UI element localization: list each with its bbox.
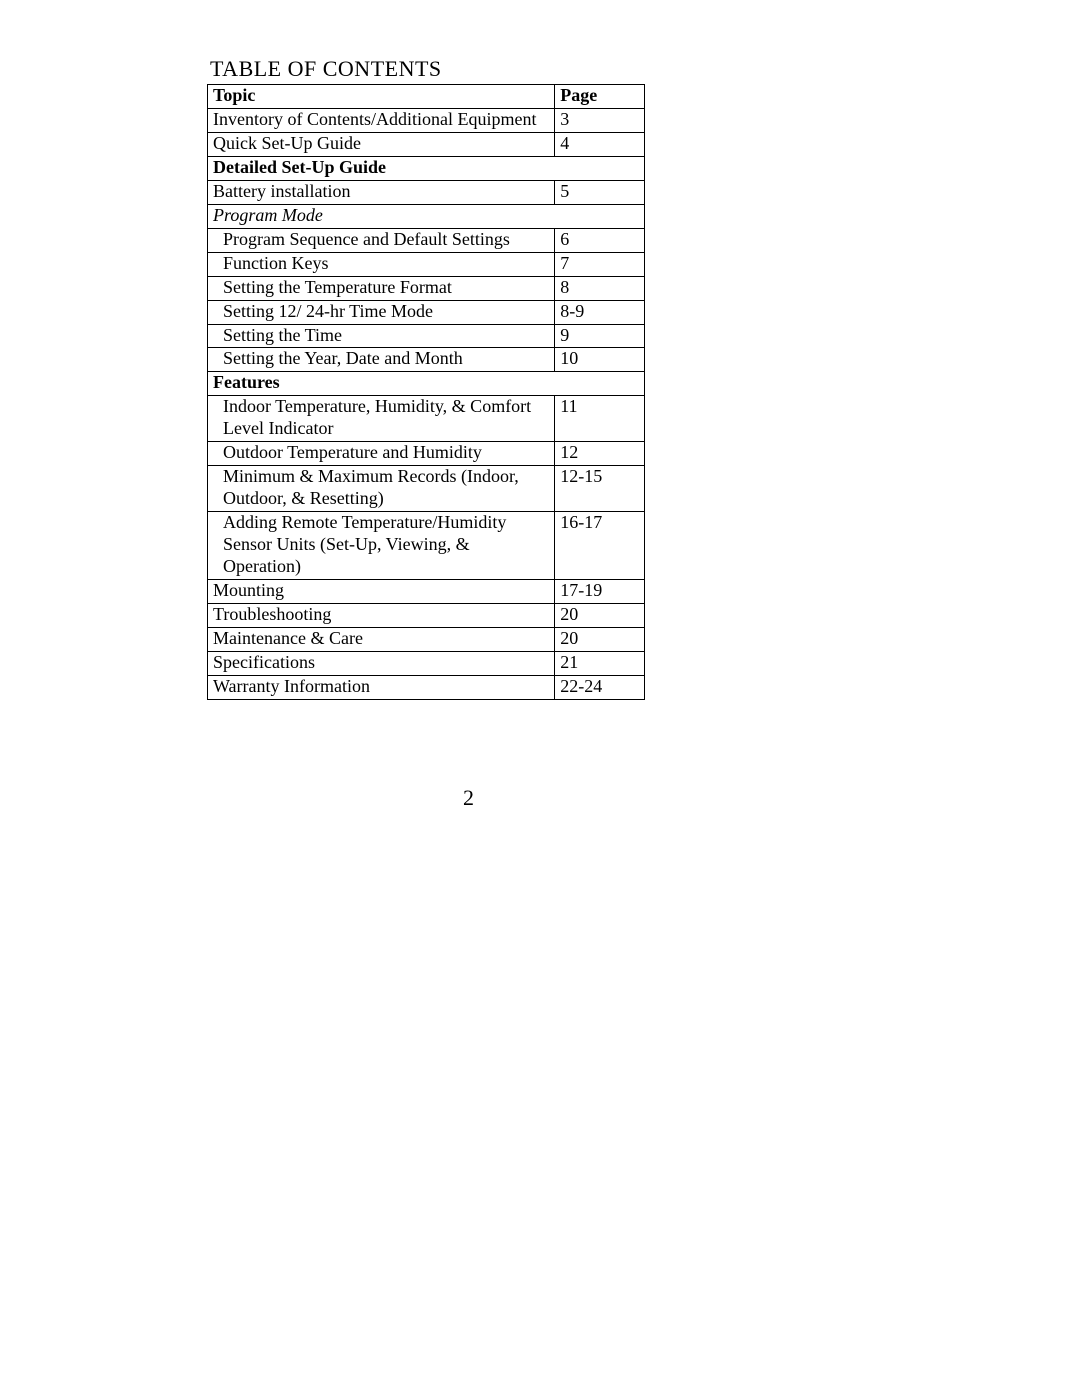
topic-cell: Setting the Temperature Format	[208, 276, 555, 300]
page-cell: 5	[555, 180, 645, 204]
topic-cell: Specifications	[208, 651, 555, 675]
page-cell: 11	[555, 396, 645, 442]
page-number: 2	[463, 785, 474, 811]
table-row: Indoor Temperature, Humidity, & Comfort …	[208, 396, 645, 442]
page-cell: 6	[555, 228, 645, 252]
header-page: Page	[555, 85, 645, 109]
page-cell: 20	[555, 603, 645, 627]
topic-cell: Outdoor Temperature and Humidity	[208, 442, 555, 466]
page-cell: 20	[555, 627, 645, 651]
table-row: Minimum & Maximum Records (Indoor, Outdo…	[208, 466, 645, 512]
page-cell: 17-19	[555, 580, 645, 604]
table-row: Function Keys 7	[208, 252, 645, 276]
section-row: Detailed Set-Up Guide	[208, 156, 645, 180]
topic-cell: Adding Remote Temperature/Humidity Senso…	[208, 512, 555, 580]
section-cell: Detailed Set-Up Guide	[208, 156, 645, 180]
table-header-row: Topic Page	[208, 85, 645, 109]
table-row: Adding Remote Temperature/Humidity Senso…	[208, 512, 645, 580]
header-topic: Topic	[208, 85, 555, 109]
table-row: Quick Set-Up Guide 4	[208, 132, 645, 156]
table-row: Warranty Information 22-24	[208, 675, 645, 699]
table-row: Program Sequence and Default Settings 6	[208, 228, 645, 252]
topic-cell: Battery installation	[208, 180, 555, 204]
page-cell: 8	[555, 276, 645, 300]
page-cell: 21	[555, 651, 645, 675]
topic-cell: Maintenance & Care	[208, 627, 555, 651]
table-row: Troubleshooting 20	[208, 603, 645, 627]
table-row: Setting the Temperature Format 8	[208, 276, 645, 300]
page-cell: 12	[555, 442, 645, 466]
table-row: Maintenance & Care 20	[208, 627, 645, 651]
topic-cell: Setting the Time	[208, 324, 555, 348]
topic-cell: Inventory of Contents/Additional Equipme…	[208, 108, 555, 132]
topic-cell: Setting the Year, Date and Month	[208, 348, 555, 372]
topic-cell: Indoor Temperature, Humidity, & Comfort …	[208, 396, 555, 442]
section-cell: Features	[208, 372, 645, 396]
topic-cell: Setting 12/ 24-hr Time Mode	[208, 300, 555, 324]
page-cell: 8-9	[555, 300, 645, 324]
table-row: Setting the Year, Date and Month 10	[208, 348, 645, 372]
topic-cell: Minimum & Maximum Records (Indoor, Outdo…	[208, 466, 555, 512]
table-row: Inventory of Contents/Additional Equipme…	[208, 108, 645, 132]
section-cell: Program Mode	[208, 204, 645, 228]
toc-table: Topic Page Inventory of Contents/Additio…	[207, 84, 645, 700]
page-cell: 22-24	[555, 675, 645, 699]
topic-cell: Mounting	[208, 580, 555, 604]
section-row: Program Mode	[208, 204, 645, 228]
topic-cell: Warranty Information	[208, 675, 555, 699]
toc-title: TABLE OF CONTENTS	[210, 56, 645, 82]
topic-cell: Program Sequence and Default Settings	[208, 228, 555, 252]
page-cell: 7	[555, 252, 645, 276]
page-cell: 12-15	[555, 466, 645, 512]
topic-cell: Quick Set-Up Guide	[208, 132, 555, 156]
topic-cell: Function Keys	[208, 252, 555, 276]
table-row: Battery installation 5	[208, 180, 645, 204]
topic-cell: Troubleshooting	[208, 603, 555, 627]
table-row: Setting 12/ 24-hr Time Mode 8-9	[208, 300, 645, 324]
table-row: Mounting 17-19	[208, 580, 645, 604]
page-cell: 3	[555, 108, 645, 132]
page-cell: 10	[555, 348, 645, 372]
table-row: Specifications 21	[208, 651, 645, 675]
table-row: Outdoor Temperature and Humidity 12	[208, 442, 645, 466]
page-cell: 16-17	[555, 512, 645, 580]
page-cell: 4	[555, 132, 645, 156]
section-row: Features	[208, 372, 645, 396]
table-row: Setting the Time 9	[208, 324, 645, 348]
page-container: TABLE OF CONTENTS Topic Page Inventory o…	[207, 56, 645, 700]
page-cell: 9	[555, 324, 645, 348]
